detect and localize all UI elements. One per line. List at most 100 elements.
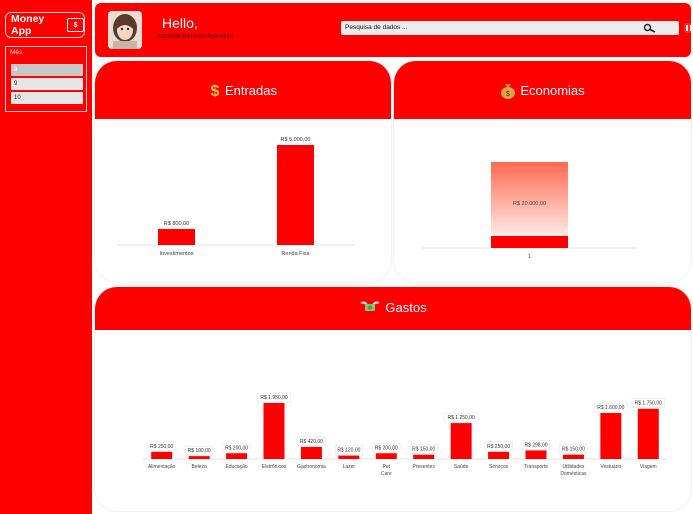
data-label-presentes: R$ 150,00 <box>412 447 435 453</box>
bar-educacao[interactable] <box>226 453 248 459</box>
avatar <box>108 11 142 49</box>
money-bag-icon: $ <box>501 84 516 99</box>
bar-pet-care[interactable] <box>375 453 397 459</box>
svg-text:$: $ <box>506 91 510 98</box>
gastos-title: Gastos <box>385 299 427 315</box>
data-label-box <box>185 445 214 456</box>
bar-presentes[interactable] <box>413 454 435 459</box>
category-label-gastronomia: Gastronomia <box>297 464 326 470</box>
app-name: Money App <box>11 13 45 37</box>
category-label-presentes: Presentes <box>412 464 435 470</box>
bar-viagem[interactable] <box>637 408 659 459</box>
bar-servicos[interactable] <box>488 451 510 459</box>
entradas-header: $ Entradas <box>95 61 391 119</box>
bar-eletronicos[interactable] <box>263 403 285 459</box>
data-label-box <box>297 436 326 447</box>
gastos-panel: Gastos R$ 250,00 Alimentação R$ 100,00 Bele… <box>95 287 691 511</box>
entradas-chart: R$ 800,00 Investimentos R$ 5.000,00 Renda F… <box>117 137 355 257</box>
data-label-1: R$ 20.000,00 <box>513 201 546 207</box>
economias-panel: $ Economias R$ 20.000,00 1 <box>394 61 691 282</box>
sidebar: Money App $ Mês 8 9 10 <box>0 0 92 514</box>
category-label-pet-care: Pet <box>383 464 391 470</box>
category-label-renda-fixa: Renda Fixa <box>281 251 310 257</box>
slicer-title: Mês <box>10 49 23 56</box>
data-label-saude: R$ 1.250,00 <box>448 415 475 421</box>
data-label-box <box>522 440 550 450</box>
svg-text:$: $ <box>211 83 220 98</box>
economias-title: Economias <box>520 82 585 98</box>
category-label-transporte: Transporte <box>524 464 548 470</box>
search-icon[interactable] <box>643 23 657 33</box>
bar-alimentacao[interactable] <box>151 451 173 459</box>
data-label-gastronomia: R$ 420,00 <box>300 439 323 445</box>
entradas-title: Entradas <box>224 82 278 98</box>
category-label-investimentos: Investimentos <box>160 251 194 257</box>
money-wings-icon <box>360 301 381 311</box>
slicer-item-10[interactable]: 10 <box>11 92 83 104</box>
slicer-item-8[interactable]: 8 <box>11 64 83 76</box>
app-logo: Money App $ <box>5 12 85 38</box>
month-slicer: Mês 8 9 10 <box>5 46 87 112</box>
bar-transporte[interactable] <box>525 450 547 459</box>
data-label-box <box>559 444 588 454</box>
category-label-pet-care: Care <box>381 471 392 477</box>
bar-investimentos[interactable] <box>158 229 195 245</box>
gastos-header: Gastos <box>95 287 691 330</box>
data-label-box <box>444 412 478 423</box>
category-label-alimentacao: Alimentação <box>148 464 176 470</box>
greeting: Hello, <box>162 15 198 31</box>
category-label-beleza: Beleza <box>191 464 207 470</box>
data-label-box <box>257 392 291 403</box>
slicer-item-9[interactable]: 9 <box>11 78 83 90</box>
data-label-viagem: R$ 1.750,00 <box>635 401 662 407</box>
clear-filter-icon[interactable] <box>684 23 693 33</box>
category-label-viagem: Viagem <box>640 464 657 470</box>
bar-1-base <box>491 236 568 248</box>
gastos-chart: R$ 250,00 Alimentação R$ 100,00 Beleza R$ 20… <box>143 392 667 477</box>
search-input[interactable]: Pesquisa de dados ... <box>341 21 679 35</box>
data-label-box <box>372 443 401 453</box>
data-label-utilidades-domesticas: R$ 150,00 <box>562 447 585 453</box>
data-label-beleza: R$ 100,00 <box>188 448 211 454</box>
bar-lazer[interactable] <box>338 455 360 459</box>
data-label-vestuario: R$ 1.600,00 <box>597 405 624 411</box>
entradas-panel: $ Entradas R$ 800,00 Investimentos R$ 5.00… <box>95 61 391 282</box>
data-label-eletronicos: R$ 1.950,00 <box>260 395 287 401</box>
bar-utilidades-domesticas[interactable] <box>562 454 584 459</box>
data-label-box <box>222 443 251 453</box>
data-label-transporte: R$ 298,00 <box>524 442 547 448</box>
category-label-servicos: Serviços <box>489 464 509 470</box>
category-label-utilidades-domesticas: Domésticas <box>560 471 587 477</box>
bar-1[interactable] <box>491 162 568 248</box>
data-label-alimentacao: R$ 250,00 <box>150 444 173 450</box>
data-label-box <box>334 445 363 455</box>
bar-gastronomia[interactable] <box>300 446 322 459</box>
economias-chart: R$ 20.000,00 1 <box>422 162 637 260</box>
data-label-educacao: R$ 200,00 <box>225 445 248 451</box>
data-label-pet-care: R$ 200,00 <box>375 445 398 451</box>
data-label-box <box>594 402 628 413</box>
data-label-renda-fixa: R$ 5.000,00 <box>281 137 311 143</box>
category-label-saude: Saúde <box>454 464 469 470</box>
data-label-box <box>631 398 665 408</box>
bar-renda-fixa[interactable] <box>277 145 314 245</box>
bar-beleza[interactable] <box>188 456 210 459</box>
category-label-utilidades-domesticas: Utilidades <box>562 464 584 470</box>
search-placeholder: Pesquisa de dados ... <box>345 24 408 31</box>
money-icon: $ <box>67 18 84 32</box>
category-label-1: 1 <box>528 254 531 260</box>
category-label-lazer: Lazer <box>343 464 356 470</box>
dollar-icon: $ <box>211 83 220 98</box>
category-label-eletronicos: Eletrônicos <box>262 464 287 470</box>
data-label-investimentos: R$ 800,00 <box>164 221 189 227</box>
bar-vestuario[interactable] <box>600 413 622 459</box>
category-label-vestuario: Vestuário <box>600 464 621 470</box>
data-label-servicos: R$ 250,00 <box>487 444 510 450</box>
category-label-educacao: Educação <box>225 464 247 470</box>
header-subtitle: Acompanhamento financeiro <box>157 34 234 40</box>
economias-header: $ Economias <box>394 61 691 119</box>
data-label-box <box>147 441 176 452</box>
bar-saude[interactable] <box>450 423 472 459</box>
data-label-lazer: R$ 120,00 <box>337 448 360 454</box>
data-label-box <box>484 441 513 452</box>
